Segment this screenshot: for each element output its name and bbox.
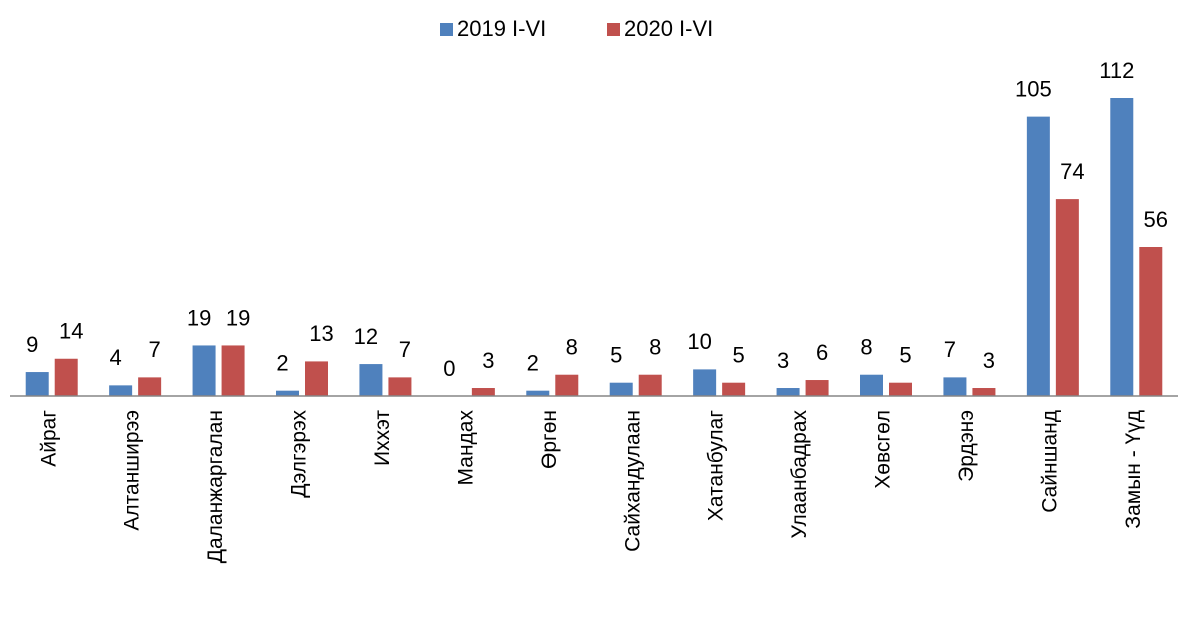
bar bbox=[860, 374, 883, 396]
data-label: 9 bbox=[26, 332, 38, 357]
bar bbox=[609, 382, 633, 396]
data-label: 4 bbox=[110, 345, 122, 370]
data-label: 13 bbox=[309, 321, 333, 346]
x-tick-label: Мандах bbox=[454, 410, 477, 486]
data-label: 5 bbox=[899, 343, 911, 368]
data-label: 2 bbox=[527, 350, 539, 375]
data-label: 19 bbox=[226, 305, 250, 330]
data-label: 8 bbox=[566, 335, 578, 360]
data-label: 8 bbox=[649, 335, 661, 360]
data-label: 7 bbox=[944, 337, 956, 362]
bar bbox=[943, 377, 967, 396]
data-label: 10 bbox=[687, 329, 711, 354]
data-label: 74 bbox=[1060, 159, 1084, 184]
data-label: 112 bbox=[1099, 58, 1134, 83]
x-tick-label: Айраг bbox=[37, 410, 60, 467]
bar bbox=[693, 369, 717, 396]
x-tick-label: Сайхандулаан bbox=[621, 410, 644, 552]
x-tick-label: Иххэт bbox=[371, 410, 394, 466]
bar bbox=[192, 345, 216, 396]
bar bbox=[805, 380, 829, 396]
bar bbox=[1055, 199, 1079, 396]
bar bbox=[1139, 247, 1163, 396]
x-tick-label: Өргөн bbox=[538, 410, 561, 469]
bar bbox=[638, 374, 662, 396]
bar bbox=[388, 377, 412, 396]
data-label: 6 bbox=[816, 340, 828, 365]
bar bbox=[276, 390, 299, 396]
data-label: 14 bbox=[59, 319, 83, 344]
bar bbox=[972, 388, 996, 396]
data-label: 8 bbox=[860, 335, 872, 360]
bar bbox=[555, 374, 579, 396]
legend-swatch bbox=[607, 23, 620, 36]
x-tick-label: Замын - Үүд bbox=[1122, 410, 1145, 529]
bar bbox=[722, 382, 746, 396]
legend-swatch bbox=[440, 23, 453, 36]
bar bbox=[1110, 98, 1134, 396]
data-label: 3 bbox=[482, 348, 494, 373]
x-tick-label: Сайншанд bbox=[1038, 410, 1061, 513]
x-tick-label: Алтанширээ bbox=[121, 410, 144, 531]
data-label: 56 bbox=[1144, 207, 1168, 232]
x-tick-label: Эрдэнэ bbox=[955, 410, 978, 482]
bar bbox=[109, 385, 133, 396]
bar bbox=[776, 388, 800, 396]
data-label: 5 bbox=[733, 343, 745, 368]
bar bbox=[25, 372, 49, 396]
data-label: 2 bbox=[276, 350, 288, 375]
data-label: 5 bbox=[610, 343, 622, 368]
bar bbox=[1026, 116, 1050, 396]
bar bbox=[54, 358, 78, 396]
bar bbox=[889, 382, 912, 396]
bar bbox=[305, 361, 328, 396]
bar bbox=[526, 390, 550, 396]
bar bbox=[138, 377, 162, 396]
data-label: 105 bbox=[1015, 76, 1052, 101]
x-tick-label: Улаанбадрах bbox=[788, 410, 811, 539]
legend-label: 2020 I-VI bbox=[624, 16, 713, 41]
data-label: 0 bbox=[443, 356, 455, 381]
bar bbox=[221, 345, 245, 396]
data-label: 3 bbox=[983, 348, 995, 373]
bar bbox=[359, 364, 383, 396]
x-tick-label: Дэлгэрэх bbox=[288, 410, 311, 498]
x-tick-label: Даланжаргалан bbox=[204, 410, 227, 563]
data-label: 12 bbox=[354, 324, 378, 349]
data-label: 7 bbox=[149, 337, 161, 362]
data-label: 7 bbox=[399, 337, 411, 362]
x-tick-label: Хөвсгөл bbox=[872, 410, 895, 489]
legend-label: 2019 I-VI bbox=[457, 16, 546, 41]
bar bbox=[471, 388, 495, 396]
x-tick-label: Хатанбулаг bbox=[705, 410, 728, 521]
data-label: 19 bbox=[187, 305, 211, 330]
data-label: 3 bbox=[777, 348, 789, 373]
